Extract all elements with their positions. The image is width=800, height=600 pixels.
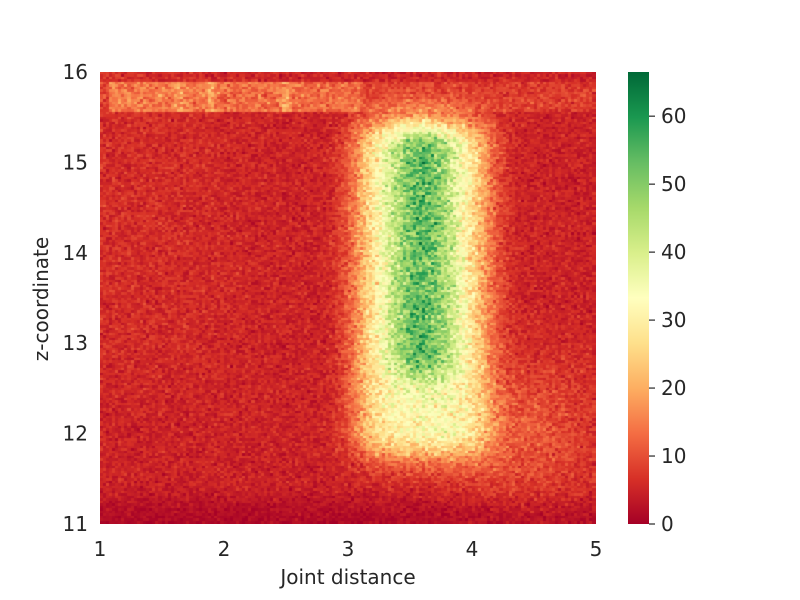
- y-tick-label: 14: [63, 241, 88, 265]
- y-tick-label: 16: [63, 60, 88, 84]
- colorbar-tick-label: 0: [661, 512, 674, 536]
- x-axis-ticks: 1 2 3 4 5: [94, 537, 603, 561]
- x-tick-label: 3: [342, 537, 355, 561]
- y-tick-label: 12: [63, 422, 88, 446]
- x-tick-label: 2: [218, 537, 231, 561]
- heatmap-plot-area: [100, 72, 596, 524]
- colorbar-tick-label: 60: [661, 104, 686, 128]
- y-tick-label: 13: [63, 331, 88, 355]
- x-axis-label: Joint distance: [278, 565, 415, 589]
- colorbar-gradient: [628, 72, 649, 524]
- x-tick-label: 4: [466, 537, 479, 561]
- y-tick-label: 11: [63, 512, 88, 536]
- colorbar: 0 10 20 30 40 50 60: [628, 72, 686, 536]
- x-tick-label: 5: [590, 537, 603, 561]
- x-tick-label: 1: [94, 537, 107, 561]
- colorbar-tick-label: 20: [661, 376, 686, 400]
- colorbar-ticks: 0 10 20 30 40 50 60: [649, 104, 686, 536]
- colorbar-tick-label: 40: [661, 240, 686, 264]
- y-tick-label: 15: [63, 150, 88, 174]
- colorbar-tick-label: 30: [661, 308, 686, 332]
- y-axis-label: z-coordinate: [29, 237, 53, 361]
- y-axis-ticks: 11 12 13 14 15 16: [63, 60, 88, 536]
- colorbar-tick-label: 10: [661, 444, 686, 468]
- colorbar-tick-label: 50: [661, 172, 686, 196]
- heatmap-cells: [100, 72, 596, 524]
